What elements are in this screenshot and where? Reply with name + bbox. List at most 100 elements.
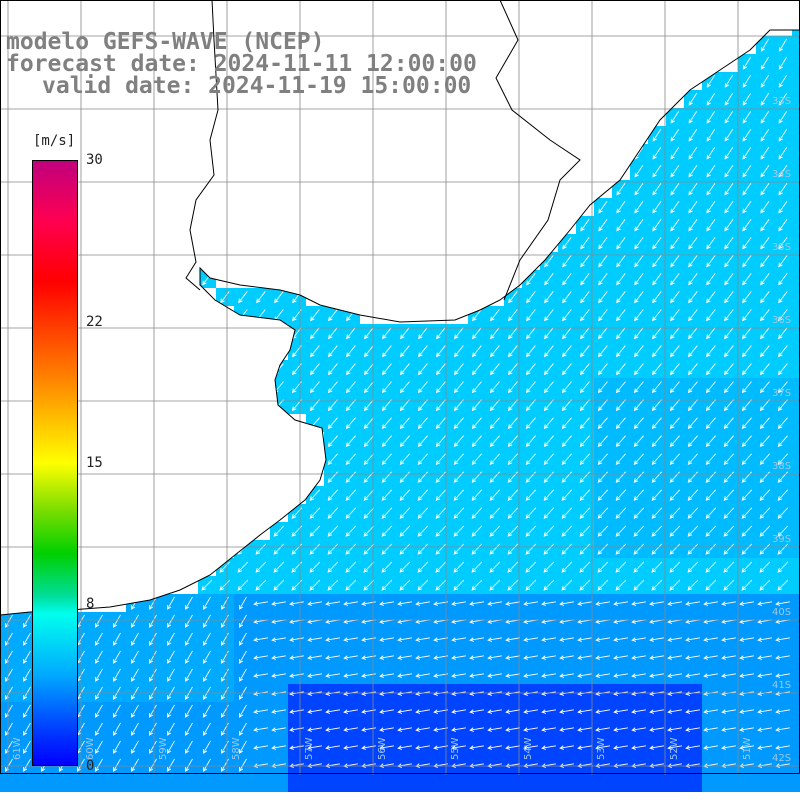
wind-arrow	[363, 561, 375, 573]
wind-arrow	[777, 579, 789, 591]
wind-arrow	[670, 273, 680, 286]
wind-arrow	[327, 561, 339, 573]
wind-arrow	[471, 489, 483, 501]
wind-arrow	[595, 655, 610, 660]
wind-arrow	[615, 561, 627, 573]
wind-arrow	[167, 668, 175, 682]
land-mass	[0, 0, 800, 615]
wind-speed-cell	[792, 666, 800, 684]
wind-arrow	[399, 489, 411, 501]
wind-arrow	[723, 381, 734, 394]
wind-arrow	[667, 745, 682, 750]
wind-arrow	[741, 381, 752, 394]
wind-arrow	[525, 579, 537, 591]
wind-arrow	[652, 255, 662, 268]
wind-arrow	[723, 507, 735, 519]
wind-arrow	[273, 543, 285, 555]
wind-arrow	[203, 632, 211, 646]
wind-arrow	[507, 381, 518, 394]
wind-arrow	[525, 543, 537, 555]
wind-arrow	[579, 363, 590, 376]
wind-arrow	[759, 471, 771, 483]
wind-arrow	[559, 709, 574, 714]
wind-arrow	[399, 453, 410, 465]
wind-arrow	[634, 201, 644, 214]
wind-arrow	[345, 363, 356, 376]
wind-arrow	[724, 327, 734, 340]
wind-arrow	[760, 110, 770, 124]
wind-arrow	[741, 399, 752, 412]
wind-speed-cell	[486, 774, 504, 792]
wind-arrow	[149, 668, 157, 682]
wind-arrow	[598, 237, 608, 250]
wind-arrow	[417, 453, 428, 465]
wind-arrow	[525, 363, 536, 376]
wind-arrow	[580, 273, 590, 286]
wind-arrow	[561, 381, 572, 394]
wind-arrow	[688, 291, 698, 304]
wind-arrow	[579, 453, 590, 465]
wind-arrow	[561, 579, 573, 591]
wind-arrow	[327, 363, 338, 376]
wind-arrow	[525, 489, 537, 501]
wind-arrow	[271, 709, 286, 714]
wind-arrow	[399, 471, 411, 483]
wind-arrow	[309, 489, 321, 501]
wind-speed-cell	[450, 774, 468, 792]
wind-arrow	[489, 525, 501, 537]
wind-arrow	[379, 673, 394, 678]
wind-arrow	[541, 601, 556, 606]
wind-speed-cell	[792, 486, 800, 504]
wind-arrow	[381, 543, 393, 555]
wind-arrow	[451, 637, 466, 642]
wind-arrow	[417, 525, 429, 537]
wind-arrow	[469, 709, 484, 714]
wind-arrow	[327, 381, 338, 394]
wind-speed-cell	[540, 774, 558, 792]
wind-arrow	[220, 291, 230, 304]
wind-arrow	[379, 727, 394, 732]
wind-arrow	[417, 489, 429, 501]
wind-arrow	[541, 709, 556, 714]
wind-arrow	[741, 417, 752, 430]
wind-arrow	[489, 543, 501, 555]
wind-arrow	[23, 740, 31, 754]
wind-arrow	[721, 727, 736, 732]
wind-arrow	[489, 435, 500, 447]
wind-arrow	[471, 363, 482, 376]
wind-arrow	[381, 417, 392, 430]
wind-arrow	[381, 489, 393, 501]
coastline	[0, 29, 800, 616]
wind-arrow	[363, 471, 375, 483]
wind-arrow	[327, 525, 339, 537]
wind-arrow	[775, 655, 790, 660]
wind-speed-cell	[792, 522, 800, 540]
wind-arrow	[687, 381, 698, 394]
latitude-label: 34S	[772, 169, 791, 180]
wind-arrow	[239, 596, 247, 610]
wind-arrow	[652, 219, 662, 232]
wind-arrow	[706, 291, 716, 304]
wind-arrow	[149, 632, 157, 646]
wind-arrow	[289, 655, 304, 660]
colorbar-tick-label: 0	[86, 758, 95, 774]
wind-speed-cell	[792, 342, 800, 360]
wind-arrow	[23, 704, 31, 718]
wind-arrow	[687, 417, 698, 430]
wind-arrow	[706, 110, 716, 124]
wind-arrow	[472, 345, 482, 358]
wind-arrow	[239, 704, 247, 718]
wind-arrow	[309, 525, 321, 537]
wind-arrow	[633, 417, 644, 430]
wind-arrow	[688, 237, 698, 250]
wind-arrow	[489, 453, 500, 465]
wind-arrow	[759, 579, 771, 591]
wind-speed-cell	[162, 774, 180, 792]
wind-arrow	[724, 309, 734, 322]
wind-arrow	[487, 745, 502, 750]
wind-arrow	[363, 525, 375, 537]
wind-arrow	[185, 596, 193, 610]
wind-arrow	[451, 745, 466, 750]
wind-arrow	[739, 745, 754, 750]
wind-arrow	[525, 561, 537, 573]
